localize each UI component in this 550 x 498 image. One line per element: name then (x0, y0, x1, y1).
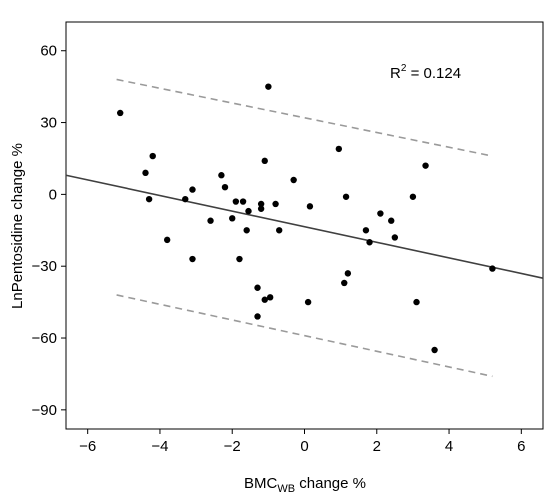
data-point (489, 265, 496, 272)
regression-line-group (65, 174, 544, 279)
x-tick-label: −6 (79, 438, 96, 455)
x-tick-label: −2 (224, 438, 241, 455)
data-point (306, 203, 314, 210)
y-tick-label: −30 (32, 258, 57, 275)
data-point (142, 169, 149, 177)
x-tick-label: 0 (300, 438, 308, 455)
data-point (229, 215, 236, 222)
data-point (391, 234, 399, 241)
data-point (272, 200, 279, 208)
y-tick-label: −60 (32, 330, 57, 347)
data-point (290, 176, 297, 184)
data-point (189, 255, 196, 263)
data-point (117, 109, 124, 117)
data-point (245, 207, 252, 215)
data-points (117, 83, 496, 354)
x-axis: −6 −4 −2 0 2 4 6 (79, 429, 525, 455)
y-tick-label: 60 (40, 43, 57, 60)
data-point (189, 186, 196, 193)
x-tick-label: −4 (151, 438, 168, 455)
data-point (377, 210, 384, 217)
r-squared-annotation: R2 = 0.124 (390, 63, 461, 82)
r-squared-prefix: R (390, 65, 401, 82)
data-point (163, 236, 171, 244)
data-point (236, 255, 243, 263)
r-squared-sup: 2 (401, 63, 407, 74)
data-point (232, 198, 240, 205)
data-point (265, 83, 272, 90)
y-tick-label: 0 (49, 186, 57, 203)
data-point (341, 279, 348, 287)
data-point (366, 239, 373, 246)
regression-line (65, 174, 544, 279)
data-point (409, 193, 417, 200)
upper-prediction-band (116, 78, 493, 157)
data-point (276, 227, 283, 234)
confidence-bands (116, 78, 493, 378)
data-point (182, 195, 189, 203)
data-point (388, 217, 395, 224)
data-point (149, 152, 156, 160)
y-axis-title: LnPentosidine change % (9, 143, 26, 309)
data-point (344, 270, 352, 277)
x-axis-title-rest: change % (295, 475, 366, 492)
plot-frame (65, 21, 544, 430)
data-point (145, 195, 153, 203)
x-tick-label: 4 (445, 438, 453, 455)
x-axis-title: BMCWB change % (244, 475, 366, 495)
data-point (431, 346, 438, 354)
data-point (218, 172, 225, 179)
y-tick-label: 30 (40, 115, 57, 132)
x-axis-title-sub: WB (277, 483, 295, 495)
data-point (362, 227, 370, 234)
data-point (243, 227, 250, 234)
data-point (261, 157, 268, 165)
data-point (261, 296, 268, 303)
data-point (254, 313, 261, 320)
data-point (221, 183, 229, 191)
data-point (254, 284, 261, 291)
data-point (422, 162, 429, 169)
data-point (257, 200, 265, 208)
r-squared-value: = 0.124 (406, 65, 461, 82)
data-point (413, 298, 420, 306)
data-point (207, 217, 214, 224)
data-point (239, 198, 247, 205)
x-tick-label: 6 (517, 438, 525, 455)
y-axis: 60 30 0 −30 −60 −90 (32, 43, 66, 419)
data-point (342, 193, 350, 200)
lower-prediction-band (116, 294, 493, 378)
data-point (304, 298, 312, 306)
data-point (266, 294, 274, 301)
x-axis-title-main: BMC (244, 475, 278, 492)
data-point (335, 145, 343, 153)
y-tick-label: −90 (32, 402, 57, 419)
data-point (257, 205, 265, 212)
x-tick-label: 2 (373, 438, 381, 455)
